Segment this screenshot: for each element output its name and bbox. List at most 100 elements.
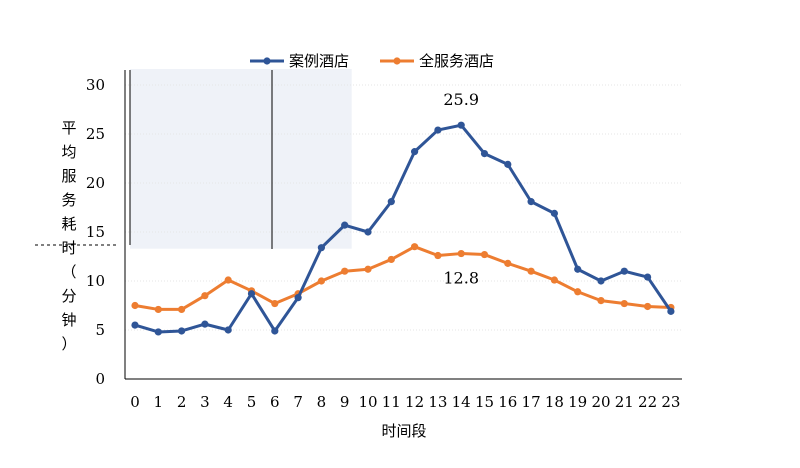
x-tick-label: 22: [638, 393, 657, 411]
data-point: [434, 126, 442, 134]
x-tick-label: 6: [270, 393, 280, 411]
data-point: [550, 276, 559, 284]
data-point: [201, 292, 209, 300]
data-point: [178, 305, 186, 314]
y-axis-title-char: （: [61, 263, 76, 281]
legend-item-1: 全服务酒店: [380, 52, 494, 70]
x-tick-label: 0: [130, 393, 140, 411]
data-point: [178, 327, 186, 335]
data-point: [667, 307, 675, 315]
data-point: [620, 267, 628, 275]
data-point: [364, 228, 372, 236]
series-0: [131, 121, 675, 336]
data-point: [154, 328, 162, 336]
y-tick-label: 0: [95, 370, 105, 388]
series-line: [134, 245, 671, 311]
y-tick-label: 10: [86, 272, 105, 290]
data-point: [597, 297, 605, 305]
legend-swatch-marker: [263, 57, 271, 65]
x-tick-label: 20: [591, 393, 610, 411]
data-point: [620, 299, 628, 308]
data-point: [224, 326, 232, 334]
data-label: 25.9: [443, 90, 479, 109]
y-axis-title-char: 耗: [61, 215, 76, 233]
data-point: [131, 321, 139, 329]
data-point: [504, 160, 512, 168]
data-point: [387, 255, 395, 264]
data-point: [294, 294, 302, 302]
y-tick-label: 25: [86, 125, 105, 143]
data-point: [504, 259, 512, 267]
x-tick-labels: 0 1 2 3 4 5 6 7 8 9 10 11 12 13 14 15 16 17 18 19 20 21 22 23: [130, 393, 680, 411]
legend: 案例酒店 全服务酒店: [250, 52, 494, 70]
data-point: [224, 276, 232, 284]
data-point: [317, 277, 325, 285]
y-axis-title-char: 均: [61, 143, 76, 161]
y-axis-title-char: 务: [61, 191, 76, 209]
data-point: [201, 320, 209, 328]
data-point: [271, 299, 279, 308]
x-tick-label: 2: [177, 393, 187, 411]
y-axis-title-char: 钟: [61, 311, 76, 329]
legend-swatch-marker: [393, 57, 401, 65]
data-point: [527, 267, 535, 275]
x-tick-label: 8: [317, 393, 327, 411]
data-label: 12.8: [443, 269, 479, 288]
data-annotations: 25.9 12.8: [443, 90, 479, 287]
x-tick-label: 23: [661, 393, 680, 411]
x-axis-title: 时间段: [381, 422, 426, 440]
x-tick-label: 19: [568, 393, 587, 411]
y-axis-title-char: 分: [61, 287, 76, 305]
y-axis-title-char: ）: [61, 335, 76, 353]
data-point: [247, 290, 256, 298]
data-point: [411, 148, 419, 156]
x-tick-label: 21: [615, 393, 634, 411]
data-point: [154, 305, 162, 314]
data-point: [574, 265, 582, 273]
legend-label: 全服务酒店: [419, 52, 494, 70]
data-point: [457, 121, 465, 129]
data-point: [271, 327, 279, 335]
x-tick-label: 11: [382, 393, 401, 411]
x-tick-label: 16: [498, 393, 517, 411]
x-tick-label: 12: [405, 393, 424, 411]
y-tick-label: 20: [86, 174, 105, 192]
data-point: [457, 249, 465, 258]
x-tick-label: 3: [200, 393, 210, 411]
x-tick-label: 9: [340, 393, 350, 411]
data-point: [480, 150, 489, 158]
y-tick-label: 5: [95, 321, 105, 339]
data-point: [644, 302, 652, 311]
data-point: [364, 265, 372, 273]
x-tick-label: 17: [522, 393, 541, 411]
series-layer: [131, 121, 675, 336]
y-axis-title-char: 平: [61, 119, 76, 137]
x-tick-label: 13: [428, 393, 447, 411]
y-tick-label: 15: [86, 223, 105, 241]
data-point: [387, 198, 395, 206]
data-point: [341, 267, 349, 275]
series-line: [134, 123, 673, 334]
x-tick-label: 18: [545, 393, 564, 411]
x-tick-label: 1: [154, 393, 164, 411]
data-point: [317, 244, 325, 252]
data-point: [434, 251, 442, 260]
x-tick-label: 7: [293, 393, 303, 411]
x-tick-label: 4: [223, 393, 233, 411]
data-point: [527, 198, 535, 206]
shaded-region: [130, 69, 352, 249]
data-point: [341, 221, 349, 229]
legend-item-0: 案例酒店: [250, 52, 349, 70]
x-tick-label: 10: [358, 393, 377, 411]
x-tick-label: 15: [475, 393, 494, 411]
data-point: [597, 277, 605, 285]
data-point: [574, 288, 582, 296]
data-point: [480, 250, 489, 259]
legend-label: 案例酒店: [289, 52, 349, 70]
y-tick-label: 30: [86, 76, 105, 94]
data-point: [550, 209, 559, 217]
y-axis-title-char: 时: [61, 239, 76, 257]
